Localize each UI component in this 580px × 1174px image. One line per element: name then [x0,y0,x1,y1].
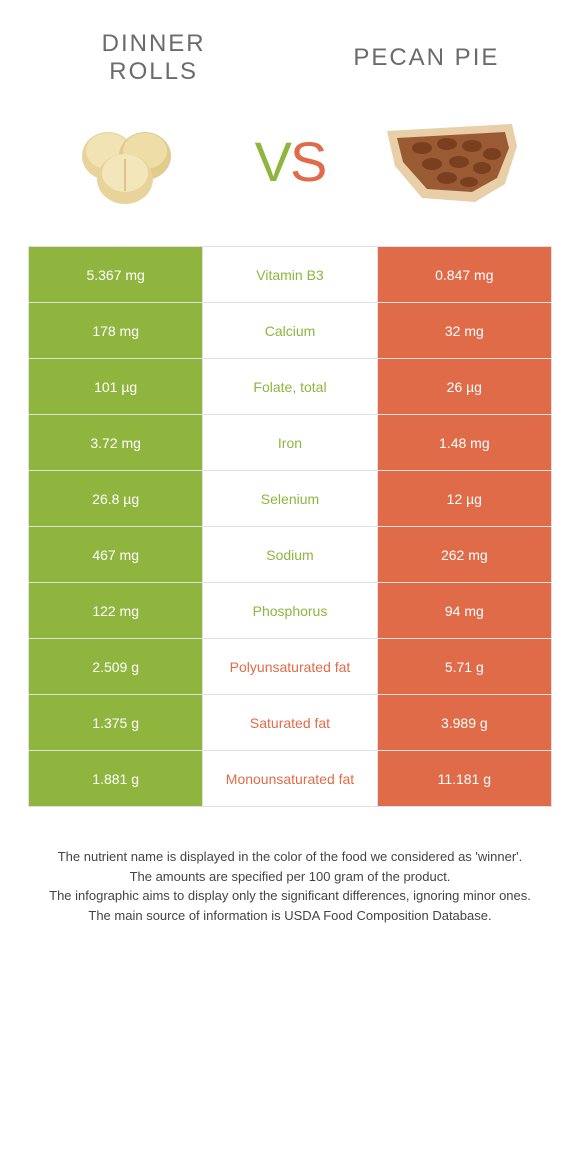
right-value: 12 µg [377,471,552,526]
left-value: 122 mg [28,583,202,638]
left-value: 26.8 µg [28,471,202,526]
table-row: 122 mgPhosphorus94 mg [28,583,552,639]
table-row: 26.8 µgSelenium12 µg [28,471,552,527]
comparison-table: 5.367 mgVitamin B30.847 mg178 mgCalcium3… [28,246,552,807]
table-row: 101 µgFolate, total26 µg [28,359,552,415]
footer-line-2: The amounts are specified per 100 gram o… [30,867,550,887]
right-value: 3.989 g [377,695,552,750]
right-value: 0.847 mg [377,247,552,302]
nutrient-label: Vitamin B3 [202,247,376,302]
left-food-image [30,106,237,216]
right-value: 94 mg [377,583,552,638]
table-row: 2.509 gPolyunsaturated fat5.71 g [28,639,552,695]
nutrient-label: Calcium [202,303,376,358]
nutrient-label: Phosphorus [202,583,376,638]
right-food-title: Pecan Pie [313,44,540,72]
table-row: 178 mgCalcium32 mg [28,303,552,359]
right-value: 262 mg [377,527,552,582]
left-value: 2.509 g [28,639,202,694]
vs-label: VS [247,129,334,194]
vs-s: S [290,130,325,193]
nutrient-label: Monounsaturated fat [202,751,376,806]
images-row: VS [0,96,580,246]
table-row: 5.367 mgVitamin B30.847 mg [28,247,552,303]
footer-line-3: The infographic aims to display only the… [30,886,550,906]
left-value: 5.367 mg [28,247,202,302]
left-food-title: Dinner Rolls [40,30,267,86]
table-row: 1.881 gMonounsaturated fat11.181 g [28,751,552,807]
nutrient-label: Polyunsaturated fat [202,639,376,694]
left-value: 178 mg [28,303,202,358]
right-value: 26 µg [377,359,552,414]
table-row: 1.375 gSaturated fat3.989 g [28,695,552,751]
nutrient-label: Sodium [202,527,376,582]
left-value: 467 mg [28,527,202,582]
right-value: 1.48 mg [377,415,552,470]
nutrient-label: Selenium [202,471,376,526]
left-value: 101 µg [28,359,202,414]
table-row: 3.72 mgIron1.48 mg [28,415,552,471]
left-value: 1.375 g [28,695,202,750]
vs-v: V [255,130,290,193]
nutrient-label: Folate, total [202,359,376,414]
header: Dinner Rolls Pecan Pie [0,0,580,96]
right-food-image [343,106,550,216]
nutrient-label: Iron [202,415,376,470]
right-value: 11.181 g [377,751,552,806]
footer: The nutrient name is displayed in the co… [0,807,580,955]
right-value: 32 mg [377,303,552,358]
footer-line-4: The main source of information is USDA F… [30,906,550,926]
nutrient-label: Saturated fat [202,695,376,750]
table-row: 467 mgSodium262 mg [28,527,552,583]
left-value: 3.72 mg [28,415,202,470]
left-value: 1.881 g [28,751,202,806]
footer-line-1: The nutrient name is displayed in the co… [30,847,550,867]
right-value: 5.71 g [377,639,552,694]
